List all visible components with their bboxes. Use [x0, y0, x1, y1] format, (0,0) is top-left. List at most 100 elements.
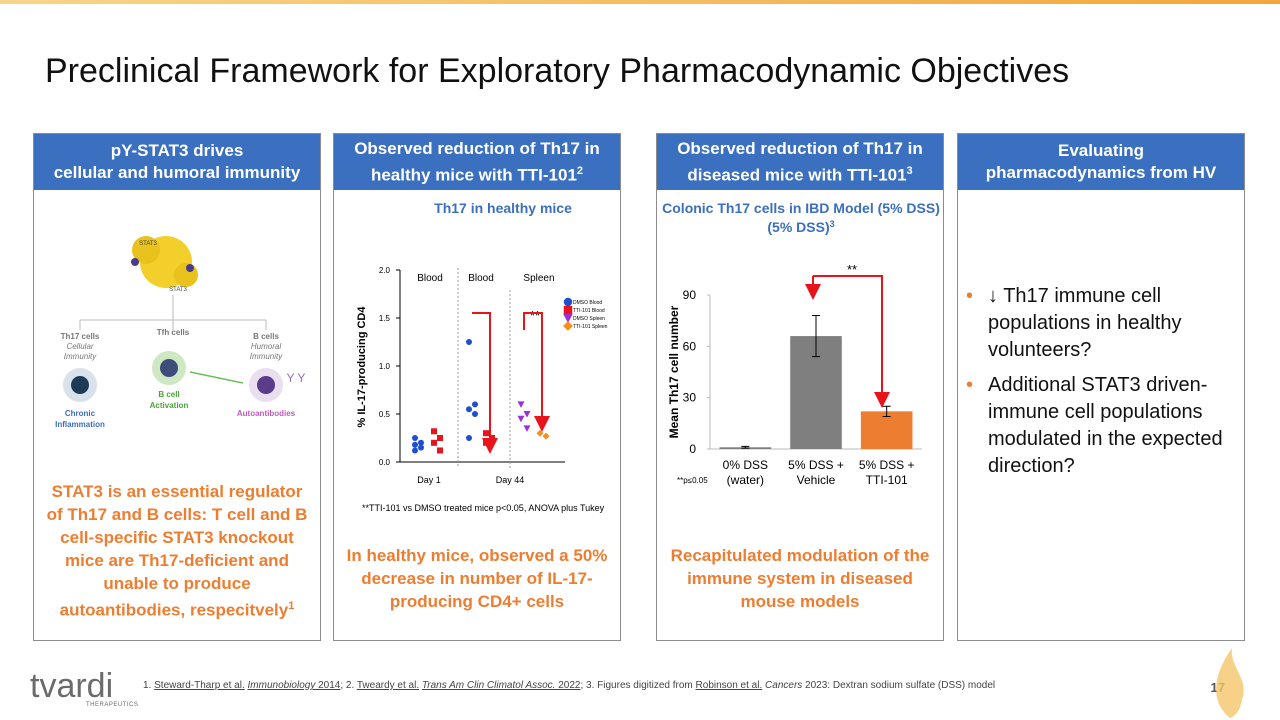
group-label: Blood [417, 273, 443, 284]
reference-part: 2022 [555, 680, 581, 691]
cell-label: Tfh cells [157, 328, 190, 337]
superscript: 1 [288, 600, 295, 612]
y-tick-label: 30 [683, 391, 697, 405]
legend-label: TTI-101 Blood [573, 308, 605, 314]
data-point [536, 429, 544, 437]
x-tick-label: Day 1 [417, 475, 441, 485]
x-tick-label: Day 44 [496, 475, 525, 485]
panel: Evaluating pharmacodynamics from HV [957, 133, 1245, 641]
chart-title: Th17 in healthy mice [434, 200, 572, 216]
panel: pY-STAT3 drives cellular and humoral immu… [33, 133, 321, 641]
panel: Observed reduction of Th17 in diseased mi… [656, 133, 944, 641]
reference-part: Cancers [765, 680, 803, 691]
panel: Observed reduction of Th17 in healthy mic… [333, 133, 621, 641]
legend-marker [563, 305, 573, 315]
top-bar [0, 0, 1280, 4]
cell-sub: Cellular [66, 342, 93, 351]
outcome-label: Autoantibodies [237, 409, 296, 418]
cell-label: Th17 cells [61, 332, 100, 341]
heading-line: Evaluating [1058, 141, 1144, 160]
x-tick-label: 5% DSS + [788, 458, 844, 472]
data-point [489, 435, 495, 441]
annotation: ** [530, 308, 540, 323]
reference-part: 1. [143, 680, 155, 691]
heading-line: healthy mice with TTI-1012 [334, 160, 620, 187]
x-tick-label: 5% DSS + [859, 458, 915, 472]
reference-part: Immunobiology [247, 680, 316, 691]
cell-label: B cells [253, 332, 279, 341]
heading-line: pharmacodynamics from HV [985, 163, 1217, 182]
data-point [412, 447, 418, 454]
stat3-diagram: STAT3 STAT3 Th17 cells Cellular Immunity… [55, 236, 305, 429]
cell-sub: Immunity [250, 352, 283, 361]
data-point [472, 401, 478, 408]
logo: tvardi [30, 667, 113, 705]
superscript: 2 [576, 164, 584, 177]
y-axis-label: Mean Th17 cell number [667, 305, 681, 438]
slide-title: Preclinical Framework for Exploratory Ph… [45, 52, 1070, 90]
panel-caption: In healthy mice, observed a 50% decrease… [346, 546, 608, 611]
legend-marker [563, 321, 573, 331]
group-label: Spleen [523, 273, 554, 284]
data-point [418, 444, 424, 451]
data-point [466, 339, 472, 345]
reference-part: ; 3. Figures digitized from [580, 680, 696, 691]
bullet: Additional STAT3 driven-immune cell popu… [962, 372, 1242, 480]
reference-part: Trans Am Clin Climatol Assoc. [421, 680, 556, 691]
bullet-list: ↓ Th17 immune cell populations in health… [962, 283, 1242, 488]
data-point [437, 447, 443, 454]
legend-label: DMSO Spleen [573, 316, 605, 322]
legend-marker [563, 313, 573, 323]
superscript: 3 [906, 164, 913, 177]
group-label: Blood [468, 273, 494, 284]
data-point [517, 401, 525, 408]
outcome-label: Chronic [65, 409, 96, 418]
y-tick-label: 0 [689, 442, 696, 456]
data-point [466, 406, 472, 413]
y-axis-label: % IL-17-producing CD4 [356, 306, 368, 428]
reference-part: 2023: Dextran sodium sulfate (DSS) model [802, 680, 996, 691]
x-tick-label: TTI-101 [866, 473, 908, 487]
data-point [431, 439, 437, 446]
data-point [466, 435, 472, 441]
heading-line: Observed reduction of Th17 in [354, 138, 600, 158]
legend-label: DMSO Blood [573, 300, 602, 306]
data-point [523, 425, 531, 432]
y-tick-label: 2.0 [379, 266, 391, 275]
outcome-label: Inflammation [55, 420, 105, 429]
reference-part: Robinson et al. [695, 680, 763, 691]
data-point [431, 428, 437, 435]
data-point [437, 435, 443, 441]
logo-sub: THERAPEUTICS [86, 702, 138, 708]
legend-label: TTI-101 Spleen [573, 324, 608, 330]
heading-text: diseased mice with TTI-101 [687, 165, 907, 185]
heading-line: cellular and humoral immunity [53, 163, 301, 182]
bullet: ↓ Th17 immune cell populations in health… [962, 283, 1242, 364]
panel-caption: STAT3 is an essential regulator of Th17 … [42, 480, 312, 622]
x-tick-label: (water) [727, 473, 764, 487]
y-tick-label: 1.0 [379, 362, 391, 371]
protein-label: STAT3 [169, 287, 187, 293]
heading-text: healthy mice with TTI-101 [370, 165, 577, 185]
legend-marker [563, 297, 573, 307]
y-tick-label: 90 [683, 288, 697, 302]
reference-part: Tweardy et al. [356, 680, 420, 691]
data-point [472, 411, 478, 417]
x-tick-label: Vehicle [797, 473, 836, 487]
references: 1. Steward-Tharp et al. Immunobiology 20… [143, 680, 995, 691]
x-tick-label: 0% DSS [723, 458, 768, 472]
error-bar [812, 315, 820, 358]
panel-heading: Observed reduction of Th17 in diseased mi… [657, 134, 943, 190]
superscript: 3 [830, 219, 835, 229]
heading-line: Observed reduction of Th17 in [677, 138, 923, 158]
data-point [483, 439, 489, 446]
heading-line: diseased mice with TTI-1013 [657, 160, 943, 187]
svg-text:Y Y: Y Y [287, 371, 306, 385]
data-point [412, 441, 418, 448]
outcome-label: Activation [150, 401, 189, 410]
chart-footnote: **p≤0.05 [677, 476, 708, 485]
panel-caption: Recapitulated modulation of the immune s… [670, 546, 930, 611]
y-tick-label: 0.0 [379, 458, 391, 467]
